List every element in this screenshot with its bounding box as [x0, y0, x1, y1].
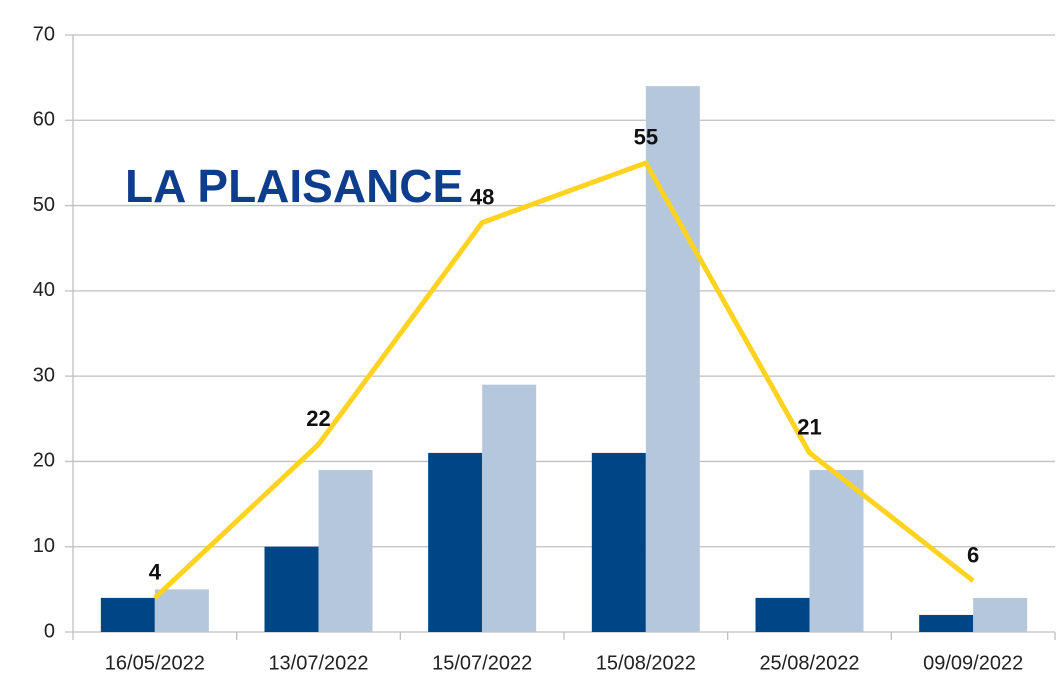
data-label: 4	[149, 560, 162, 585]
y-tick-label: 20	[33, 450, 55, 472]
x-tick-label: 13/07/2022	[268, 652, 368, 674]
bar	[755, 597, 810, 632]
bar	[264, 546, 319, 632]
bar	[482, 384, 537, 632]
data-label: 48	[470, 184, 494, 209]
y-tick-label: 60	[33, 109, 55, 131]
bar	[154, 589, 209, 632]
bar	[100, 597, 155, 632]
data-label: 21	[797, 415, 821, 440]
x-tick-label: 16/05/2022	[105, 652, 205, 674]
bar	[428, 452, 483, 632]
bar	[591, 452, 646, 632]
data-label: 6	[967, 543, 979, 568]
y-tick-label: 40	[33, 279, 55, 301]
line	[153, 160, 975, 600]
bar	[318, 469, 373, 632]
data-label: 55	[634, 125, 658, 150]
x-tick-label: 15/07/2022	[432, 652, 532, 674]
x-tick-label: 25/08/2022	[759, 652, 859, 674]
bar	[973, 597, 1028, 632]
chart-title: LA PLAISANCE	[125, 160, 463, 212]
y-tick-label: 30	[33, 364, 55, 386]
bar	[809, 469, 864, 632]
data-label: 22	[306, 406, 330, 431]
y-tick-label: 0	[44, 620, 55, 642]
x-tick-label: 09/09/2022	[923, 652, 1023, 674]
y-tick-label: 50	[33, 194, 55, 216]
bar	[919, 614, 974, 632]
x-tick-label: 15/08/2022	[596, 652, 696, 674]
y-tick-label: 10	[33, 535, 55, 557]
y-tick-label: 70	[33, 23, 55, 45]
bar	[645, 86, 700, 632]
